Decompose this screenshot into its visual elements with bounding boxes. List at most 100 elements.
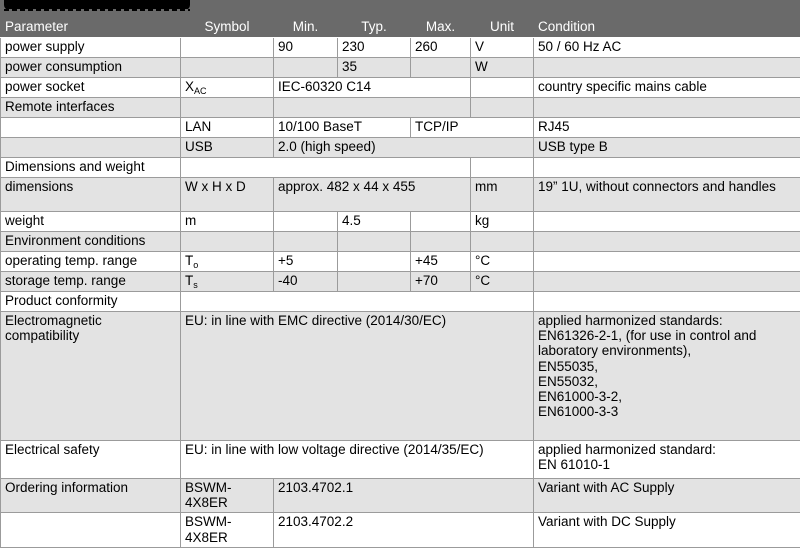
table-row: Ordering information BSWM-4X8ER 2103.470… xyxy=(1,479,800,513)
cell-symbol: To xyxy=(181,252,274,272)
cell-symbol: LAN xyxy=(181,118,274,138)
section-filler xyxy=(181,158,471,178)
cell-unit: °C xyxy=(471,272,534,292)
cell-emc-directive: EU: in line with EMC directive (2014/30/… xyxy=(181,312,534,441)
cell-socket-value: IEC-60320 C14 xyxy=(274,78,471,98)
cell-condition: 50 / 60 Hz AC xyxy=(534,38,800,58)
cell-dimensions-value: approx. 482 x 44 x 455 xyxy=(274,178,471,212)
cell-symbol: USB xyxy=(181,138,274,158)
column-header-symbol: Symbol xyxy=(181,17,274,38)
cell-min xyxy=(274,212,338,232)
cell-parameter: Electromagnetic compatibility xyxy=(1,312,181,441)
cell-unit: V xyxy=(471,38,534,58)
cell-usb-value: 2.0 (high speed) xyxy=(274,138,534,158)
cell-max: 260 xyxy=(411,38,471,58)
table-row: BSWM-4X8ER 2103.4702.2 Variant with DC S… xyxy=(1,513,800,547)
cell-unit: °C xyxy=(471,252,534,272)
cell-symbol xyxy=(181,58,274,78)
cell-condition: country specific mains cable xyxy=(534,78,800,98)
section-header-row: Dimensions and weight xyxy=(1,158,800,178)
table-row: power supply 90 230 260 V 50 / 60 Hz AC xyxy=(1,38,800,58)
cell-lan-speed: 10/100 BaseT xyxy=(274,118,411,138)
section-title-dimensions-and-weight: Dimensions and weight xyxy=(1,158,181,178)
column-header-max: Max. xyxy=(411,17,471,38)
cell-min: +5 xyxy=(274,252,338,272)
section-title-ordering-information: Ordering information xyxy=(1,479,181,513)
cell-parameter: storage temp. range xyxy=(1,272,181,292)
cell-parameter: weight xyxy=(1,212,181,232)
cell-parameter: Electrical safety xyxy=(1,441,181,479)
cell-unit xyxy=(471,78,534,98)
cell-parameter: operating temp. range xyxy=(1,252,181,272)
section-title-environment-conditions: Environment conditions xyxy=(1,232,181,252)
table-row: operating temp. range To +5 +45 °C xyxy=(1,252,800,272)
section-filler xyxy=(338,232,411,252)
symbol-subscript: AC xyxy=(194,86,207,96)
section-filler xyxy=(471,158,534,178)
cell-unit: kg xyxy=(471,212,534,232)
section-filler xyxy=(181,232,274,252)
section-title-remote-interfaces: Remote interfaces xyxy=(1,98,181,118)
cell-typ: 35 xyxy=(338,58,411,78)
cell-max xyxy=(411,58,471,78)
cell-condition: RJ45 xyxy=(534,118,800,138)
section-header-row: Remote interfaces xyxy=(1,98,800,118)
cell-typ: 4.5 xyxy=(338,212,411,232)
section-filler xyxy=(534,158,800,178)
cell-typ: 230 xyxy=(338,38,411,58)
section-filler xyxy=(534,98,800,118)
cell-symbol: Ts xyxy=(181,272,274,292)
cell-parameter: power consumption xyxy=(1,58,181,78)
cell-max xyxy=(411,212,471,232)
cell-lan-protocol: TCP/IP xyxy=(411,118,534,138)
symbol-subscript: s xyxy=(193,280,198,290)
section-filler xyxy=(471,98,534,118)
symbol-subscript: o xyxy=(193,260,198,270)
section-filler xyxy=(181,292,534,312)
cell-condition: Variant with AC Supply xyxy=(534,479,800,513)
section-filler xyxy=(274,232,338,252)
table-row: USB 2.0 (high speed) USB type B xyxy=(1,138,800,158)
cell-condition: 19” 1U, without connectors and handles xyxy=(534,178,800,212)
cell-unit: mm xyxy=(471,178,534,212)
table-row: Electromagnetic compatibility EU: in lin… xyxy=(1,312,800,441)
cell-order-code: BSWM-4X8ER xyxy=(181,513,274,547)
cell-condition: applied harmonized standard: EN 61010-1 xyxy=(534,441,800,479)
cutoff-section-title-strip xyxy=(0,0,800,16)
spec-sheet-page: Parameter Symbol Min. Typ. Max. Unit Con… xyxy=(0,0,800,516)
specifications-table: Parameter Symbol Min. Typ. Max. Unit Con… xyxy=(0,16,800,548)
table-header-row: Parameter Symbol Min. Typ. Max. Unit Con… xyxy=(1,17,800,38)
cell-parameter: power supply xyxy=(1,38,181,58)
section-filler xyxy=(534,232,800,252)
section-filler xyxy=(534,292,800,312)
symbol-base: X xyxy=(185,79,194,94)
cell-max: +45 xyxy=(411,252,471,272)
section-header-row: Environment conditions xyxy=(1,232,800,252)
section-filler xyxy=(411,232,471,252)
cell-parameter xyxy=(1,138,181,158)
cell-symbol: m xyxy=(181,212,274,232)
cell-condition: Variant with DC Supply xyxy=(534,513,800,547)
table-row: power consumption 35 W xyxy=(1,58,800,78)
cell-symbol xyxy=(181,38,274,58)
symbol-base: T xyxy=(185,253,193,268)
column-header-typ: Typ. xyxy=(338,17,411,38)
cell-min xyxy=(274,58,338,78)
table-row: storage temp. range Ts -40 +70 °C xyxy=(1,272,800,292)
cell-typ xyxy=(338,252,411,272)
column-header-unit: Unit xyxy=(471,17,534,38)
cutoff-title-ink-teeth xyxy=(4,9,190,11)
section-header-row: Product conformity xyxy=(1,292,800,312)
cell-condition xyxy=(534,272,800,292)
table-row: power socket XAC IEC-60320 C14 country s… xyxy=(1,78,800,98)
cell-parameter xyxy=(1,513,181,547)
cell-safety-directive: EU: in line with low voltage directive (… xyxy=(181,441,534,479)
cell-min: 90 xyxy=(274,38,338,58)
table-row: LAN 10/100 BaseT TCP/IP RJ45 xyxy=(1,118,800,138)
column-header-parameter: Parameter xyxy=(1,17,181,38)
cell-typ xyxy=(338,272,411,292)
section-filler xyxy=(181,98,274,118)
section-filler xyxy=(274,98,471,118)
cell-parameter xyxy=(1,118,181,138)
cell-part-number: 2103.4702.1 xyxy=(274,479,534,513)
